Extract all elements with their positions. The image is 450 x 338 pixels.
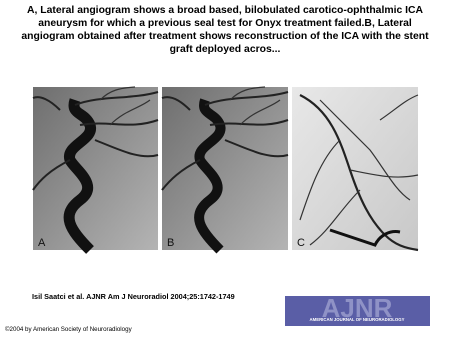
logo-text: AJNR [322,293,393,323]
panel-label: B [167,237,174,249]
copyright: ©2004 by American Society of Neuroradiol… [5,326,132,333]
panel-label: C [297,237,305,249]
citation: Isil Saatci et al. AJNR Am J Neuroradiol… [32,292,235,301]
logo-subtitle: AMERICAN JOURNAL OF NEURORADIOLOGY [310,317,405,322]
journal-logo: AJNR AMERICAN JOURNAL OF NEURORADIOLOGY [285,293,430,326]
panel-label: A [38,237,46,249]
slide-title: A, Lateral angiogram shows a broad based… [21,5,429,55]
panel-b-image [161,86,289,254]
panel-a-image [32,86,159,254]
panel-c-image [292,87,419,252]
